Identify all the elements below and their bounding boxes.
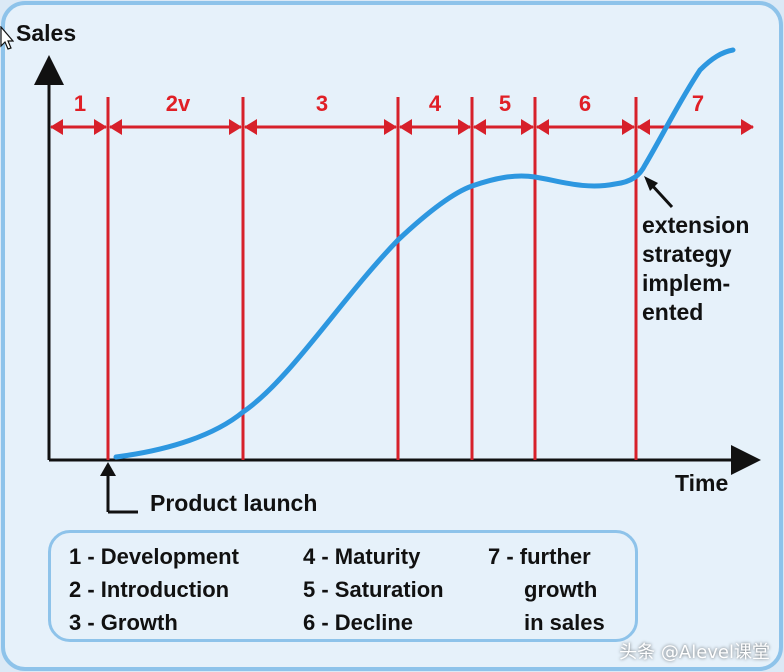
legend-box: 1 - Development 2 - Introduction 3 - Gro… — [48, 530, 638, 642]
stage-label-5: 5 — [498, 91, 512, 116]
stage-arrowhead — [458, 119, 471, 135]
stage-arrowhead — [399, 119, 412, 135]
product-launch-label: Product launch — [150, 490, 318, 516]
stage-label-4: 4 — [428, 91, 442, 116]
legend-item-7: 7 - further — [488, 544, 591, 569]
legend-item-6: 6 - Decline — [303, 610, 414, 635]
legend-item-7-line-3: in sales — [524, 610, 605, 635]
stage-label-1: 1 — [73, 91, 87, 116]
stage-arrowhead — [622, 119, 635, 135]
stage-label-7: 7 — [691, 91, 705, 116]
stage-boundaries — [106, 97, 638, 460]
stage-arrowhead — [109, 119, 122, 135]
stage-label-6: 6 — [578, 91, 592, 116]
legend-item-3: 3 - Growth — [69, 610, 178, 635]
stage-span-arrows — [50, 119, 754, 135]
legend-item-4: 4 - Maturity — [303, 544, 421, 569]
stage-arrowhead — [244, 119, 257, 135]
stage-label-2: 2v — [165, 91, 191, 116]
sales-curve — [113, 47, 736, 460]
stage-arrowhead — [50, 119, 63, 135]
stage-arrowhead — [94, 119, 107, 135]
x-axis-label: Time — [675, 470, 729, 496]
launch-arrowhead — [100, 462, 116, 476]
stage-arrowhead — [473, 119, 486, 135]
stage-arrowhead — [637, 119, 650, 135]
stage-label-3: 3 — [315, 91, 329, 116]
extension-line-2: strategy — [642, 241, 732, 267]
stage-arrowhead — [229, 119, 242, 135]
stage-arrowhead — [741, 119, 754, 135]
legend-item-7-line-2: growth — [524, 577, 598, 602]
stage-arrowhead — [384, 119, 397, 135]
y-axis-label: Sales — [16, 20, 77, 46]
stage-arrowhead — [536, 119, 549, 135]
extension-line-1: extension — [642, 212, 750, 238]
legend-item-5: 5 - Saturation — [303, 577, 444, 602]
extension-line-4: ented — [642, 299, 704, 325]
watermark: 头条 @Alevel课堂 — [619, 642, 770, 663]
stage-arrowhead — [521, 119, 534, 135]
legend-item-1: 1 - Development — [69, 544, 239, 569]
extension-arrowhead — [644, 176, 658, 191]
legend-item-2: 2 - Introduction — [69, 577, 230, 602]
cursor-icon — [0, 26, 14, 50]
extension-line-3: implem- — [642, 270, 731, 296]
